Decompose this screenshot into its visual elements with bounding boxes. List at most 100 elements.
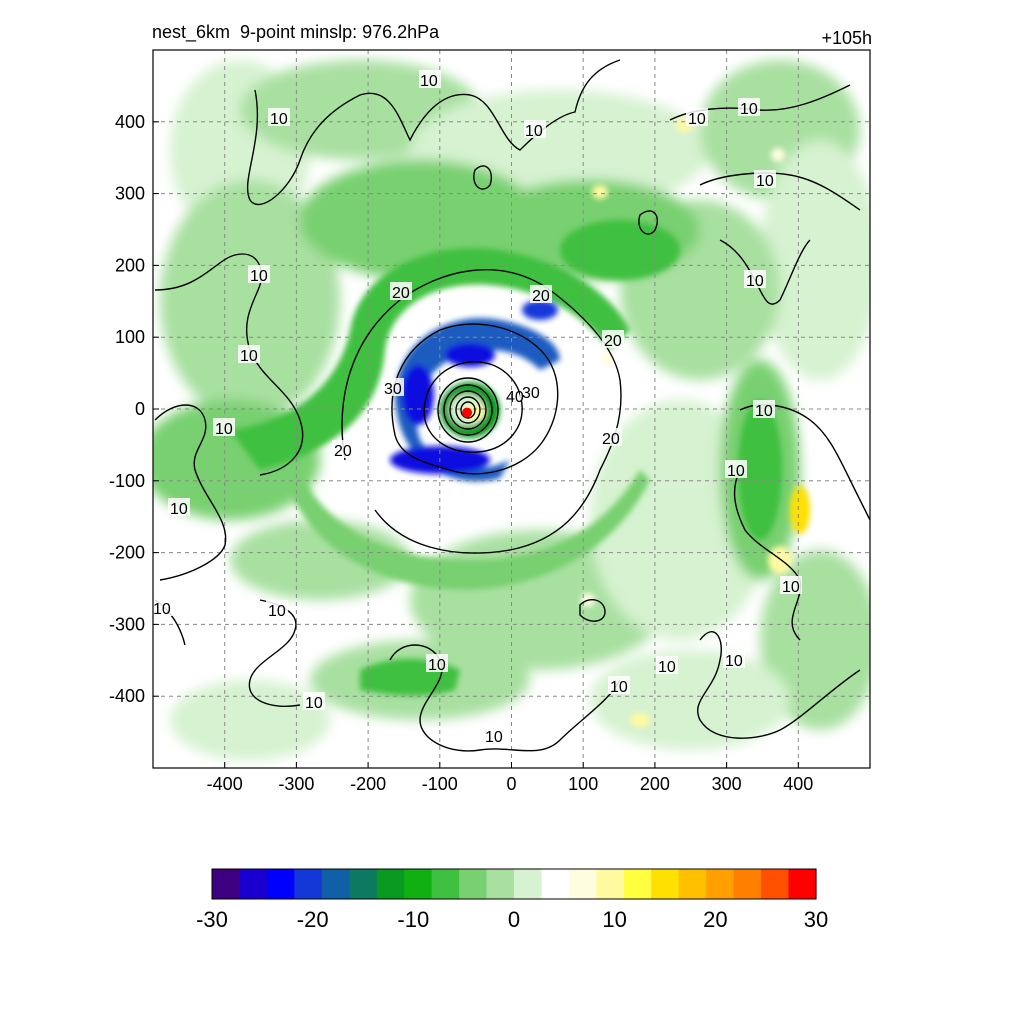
colorbar-swatch (486, 869, 515, 899)
colorbar-tick-label: -10 (397, 907, 429, 932)
colorbar-swatch (514, 869, 543, 899)
contour-label-20-e: 20 (334, 443, 352, 460)
contour-core-4 (455, 396, 481, 424)
colorbar-swatch (651, 869, 680, 899)
contour-label-10-t: 10 (610, 679, 628, 696)
colorbar-swatch (431, 869, 460, 899)
contour-label-10-j: 10 (755, 403, 773, 420)
contour-label-20-a: 20 (392, 285, 410, 302)
y-axis-ticks: 400 300 200 100 0 -100 -200 -300 -400 (109, 112, 159, 706)
x-tick-label: -400 (207, 774, 243, 794)
colorbar-swatch (623, 869, 652, 899)
colorbar-swatch (706, 869, 735, 899)
contour-labels: 10 10 10 10 10 10 10 10 10 10 10 10 10 1… (151, 70, 802, 746)
y-tick-label: 300 (115, 184, 145, 204)
colorbar-swatch (294, 869, 323, 899)
x-tick-label: 200 (640, 774, 670, 794)
colorbar-tick-label: 10 (602, 907, 626, 932)
forecast-hour-label: +105h (821, 28, 872, 48)
contour-label-30-a: 30 (384, 381, 402, 398)
contour-10-nw (154, 253, 304, 476)
y-tick-label: 0 (135, 399, 145, 419)
colorbar-tick-label: -30 (196, 907, 228, 932)
contour-label-10-v: 10 (485, 729, 503, 746)
contour-10-small3 (638, 210, 658, 235)
y-tick-label: 200 (115, 255, 145, 275)
contour-label-10-k: 10 (215, 421, 233, 438)
storm-center-marker (462, 407, 473, 418)
contour-label-30-b: 30 (522, 385, 540, 402)
contour-label-10-q: 10 (428, 657, 446, 674)
contour-label-10-h: 10 (746, 273, 764, 290)
contour-label-10-l: 10 (727, 463, 745, 480)
contour-core-2 (443, 384, 493, 436)
contour-core-1 (437, 377, 499, 443)
y-tick-label: -100 (109, 471, 145, 491)
colorbar-frame (211, 868, 817, 900)
x-tick-label: 300 (712, 774, 742, 794)
colorbar-swatch (239, 869, 268, 899)
contour-label-10-e: 10 (740, 101, 758, 118)
contour-20 (341, 269, 622, 554)
colorbar-tick-label: 20 (703, 907, 727, 932)
contour-label-10-r: 10 (658, 659, 676, 676)
colorbar-swatch (212, 869, 241, 899)
contour-label-10-u: 10 (305, 695, 323, 712)
contour-10-se (697, 631, 861, 739)
colorbar-swatch (321, 869, 350, 899)
contour-label-10-m: 10 (170, 501, 188, 518)
contour-10-west (154, 404, 227, 581)
contour-label-10-c: 10 (525, 123, 543, 140)
colorbar-tick-label: 30 (804, 907, 828, 932)
y-tick-label: -400 (109, 686, 145, 706)
x-axis-ticks: -400 -300 -200 -100 0 100 200 300 400 (207, 762, 813, 794)
contour-label-10-i: 10 (240, 348, 258, 365)
colorbar-swatch (568, 869, 597, 899)
colorbar-swatch (678, 869, 707, 899)
contour-label-10-s: 10 (725, 653, 743, 670)
colorbar-tick-label: -20 (297, 907, 329, 932)
contour-10-small2 (473, 165, 492, 190)
colorbar-swatch (761, 869, 790, 899)
x-tick-label: 0 (506, 774, 516, 794)
colorbar-swatch (788, 869, 817, 899)
x-tick-label: -100 (422, 774, 458, 794)
contour-label-10-o: 10 (153, 601, 171, 618)
contour-10-north (246, 59, 621, 206)
contour-10-ne (699, 172, 861, 305)
contour-10-small1 (579, 598, 606, 622)
contour-label-10-p: 10 (268, 603, 286, 620)
colorbar: -30 -20 -10 0 10 20 30 (196, 868, 828, 932)
y-tick-label: -200 (109, 543, 145, 563)
y-tick-label: 100 (115, 327, 145, 347)
x-tick-label: 400 (783, 774, 813, 794)
colorbar-swatch (349, 869, 378, 899)
contour-label-10-b: 10 (270, 111, 288, 128)
x-tick-label: 100 (568, 774, 598, 794)
colorbar-swatch (404, 869, 433, 899)
colorbar-swatch (376, 869, 405, 899)
x-tick-label: -200 (350, 774, 386, 794)
contour-label-10-n: 10 (782, 579, 800, 596)
contour-label-10-g: 10 (250, 268, 268, 285)
colorbar-swatch (266, 869, 295, 899)
contour-30 (391, 323, 559, 475)
contour-label-20-b: 20 (532, 288, 550, 305)
contour-core-3 (449, 390, 487, 430)
colorbar-swatch (733, 869, 762, 899)
contour-label-20-d: 20 (602, 431, 620, 448)
colorbar-swatch (596, 869, 625, 899)
colorbar-swatch (541, 869, 570, 899)
chart-title: nest_6km 9-point minslp: 976.2hPa (152, 22, 440, 42)
y-tick-label: 400 (115, 112, 145, 132)
contour-label-40: 40 (506, 389, 524, 406)
contour-10-east2 (733, 469, 802, 641)
y-tick-label: -300 (109, 614, 145, 634)
x-tick-label: -300 (278, 774, 314, 794)
colorbar-swatch (459, 869, 488, 899)
colorbar-tick-label: 0 (508, 907, 520, 932)
contour-label-10-f: 10 (756, 173, 774, 190)
contour-40 (423, 361, 523, 453)
contour-core-5 (460, 401, 476, 419)
